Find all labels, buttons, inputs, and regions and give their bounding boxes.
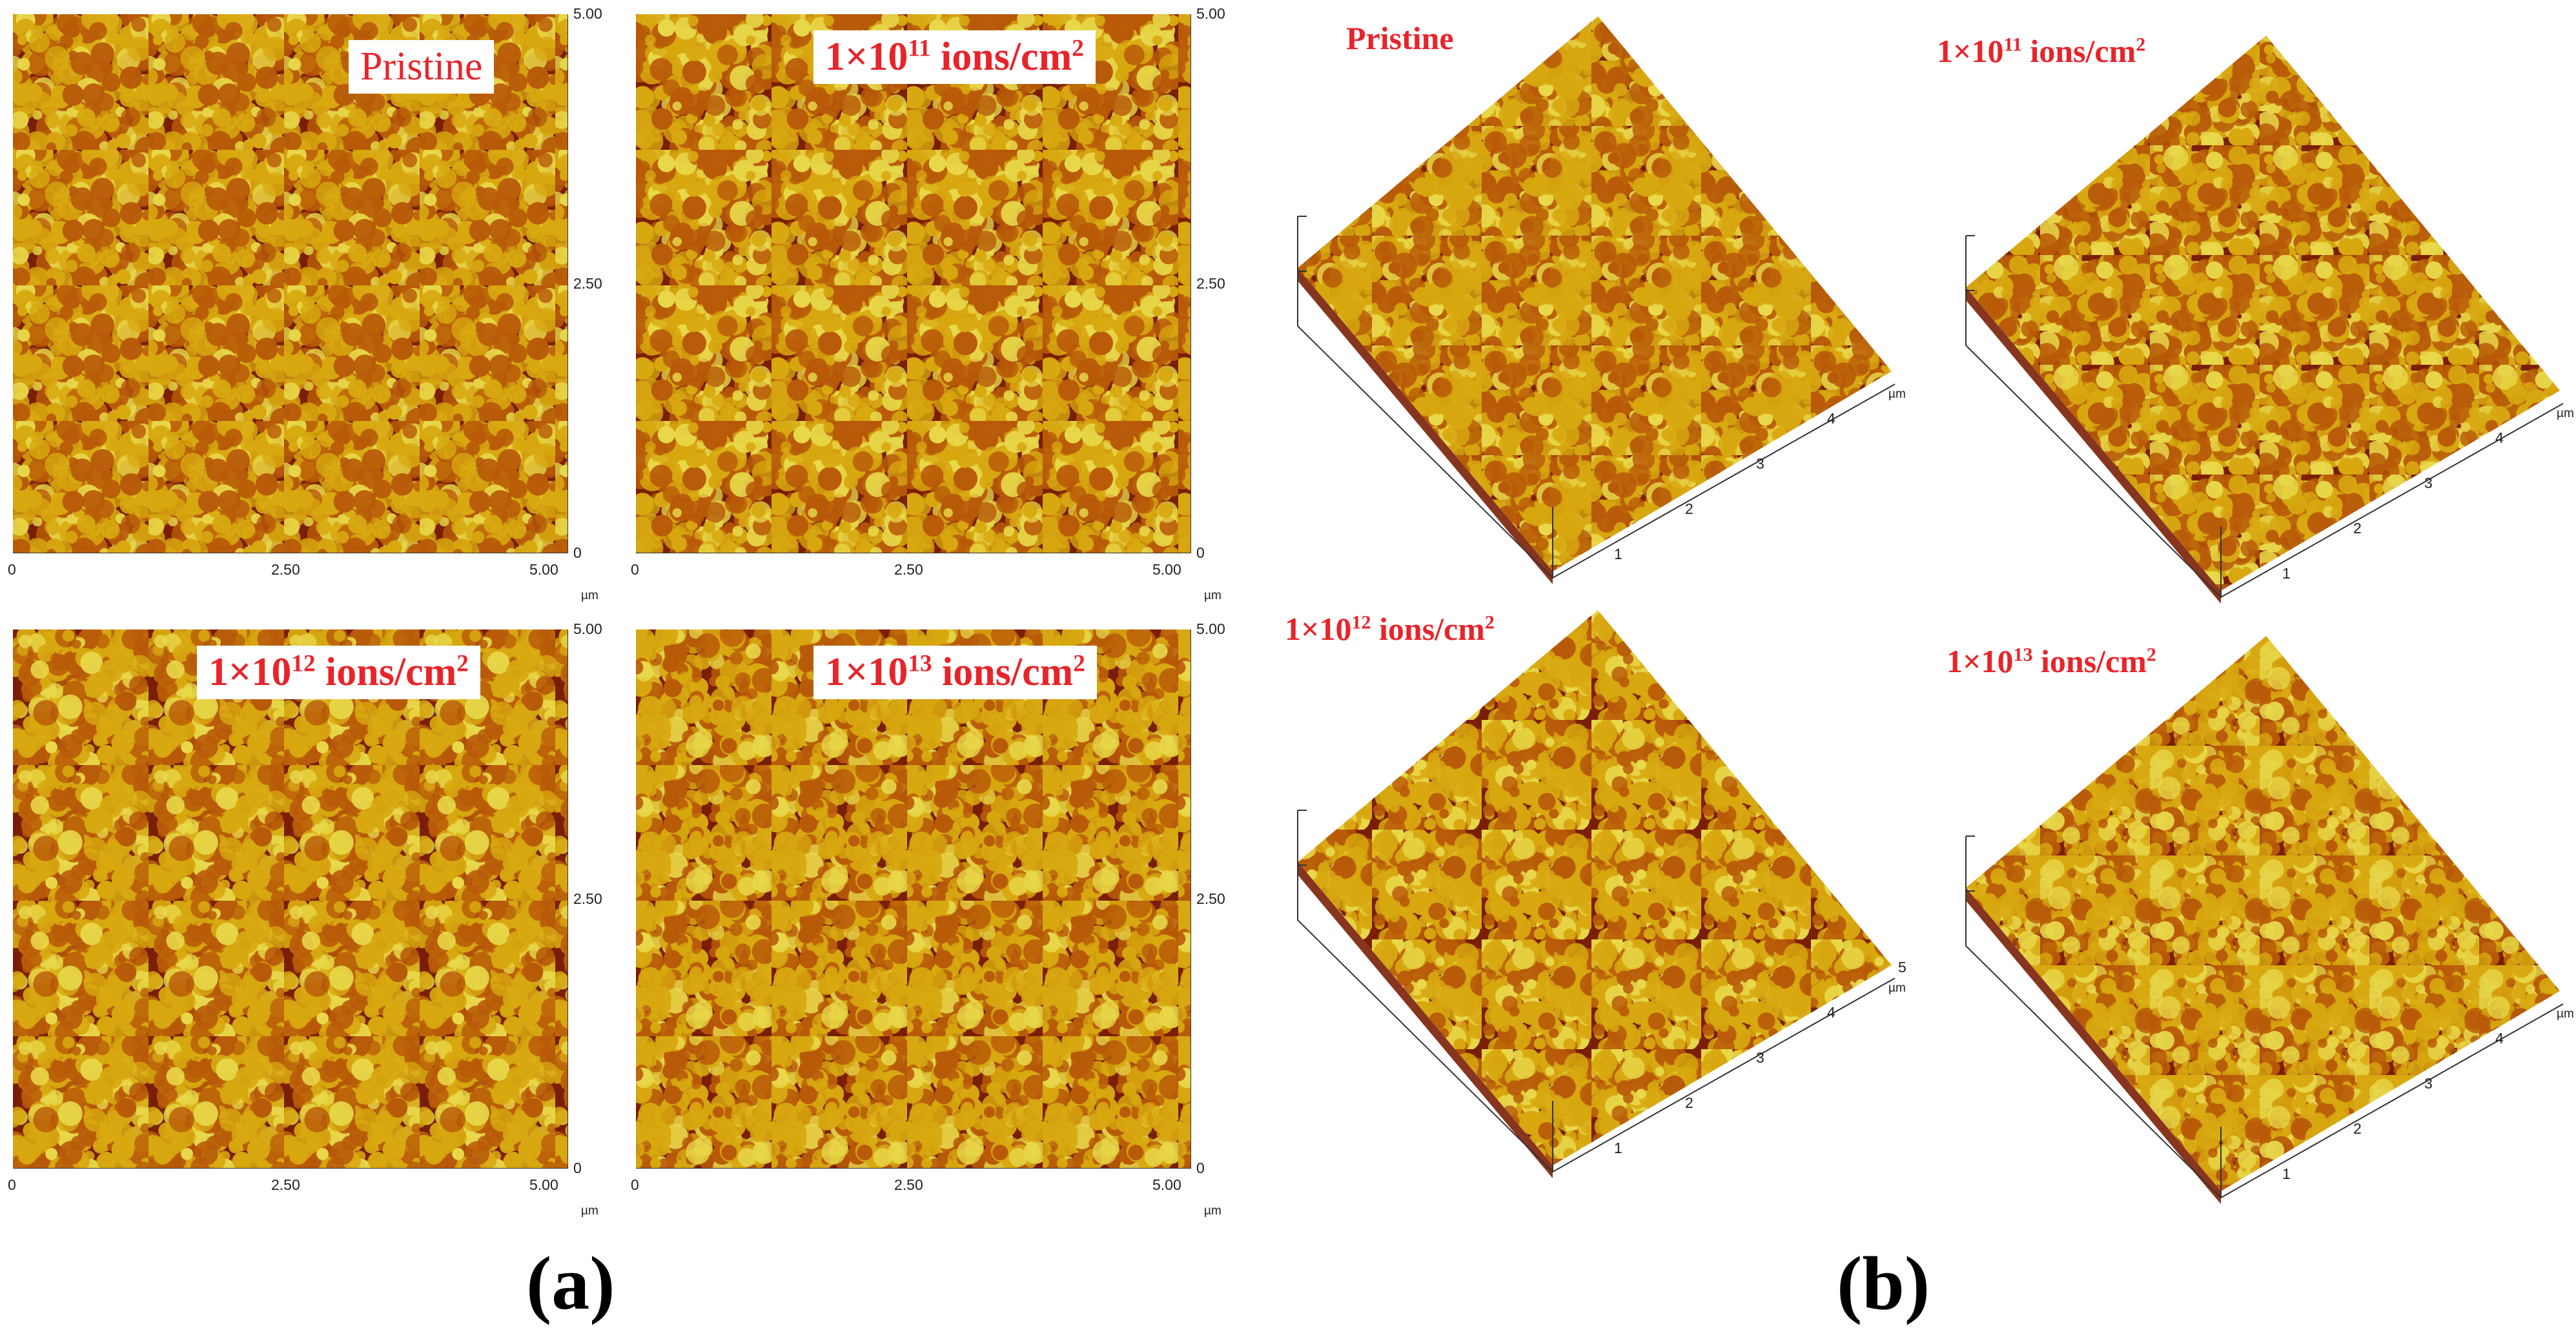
surface-axis-unit: µm — [2557, 407, 2574, 420]
x-tick-label: 2.50 — [271, 1176, 300, 1193]
surface-axis-tick: 3 — [1756, 1049, 1764, 1066]
surface-axis-tick: 1 — [2282, 1165, 2291, 1182]
panel-letter-b: (b) — [1837, 1241, 1930, 1326]
afm-surface-1 — [1297, 16, 1896, 584]
x-tick-label: 2.50 — [894, 1176, 923, 1193]
surface-axis-tick: 3 — [2424, 475, 2433, 491]
surface-axis-tick: 4 — [2495, 429, 2504, 446]
surface-axis-tick: 1 — [1614, 546, 1622, 562]
surface-axis-tick: 1 — [1614, 1140, 1622, 1156]
axis-unit: µm — [581, 1204, 598, 1218]
surface-label-4: 1×1013 ions/cm2 — [1947, 643, 2156, 679]
y-tick-label: 0 — [1196, 544, 1205, 561]
panel-letter-a: (a) — [526, 1241, 615, 1326]
axis-unit: µm — [1204, 1204, 1222, 1218]
surface-axis-tick: 2 — [2353, 1120, 2362, 1137]
afm-map-2 — [636, 14, 1191, 553]
surface-axis-tick: 3 — [2424, 1075, 2433, 1092]
x-tick-label: 0 — [8, 1176, 16, 1193]
surface-axis-tick: 2 — [1685, 1094, 1693, 1111]
surface-axis-unit: µm — [1888, 387, 1906, 401]
y-tick-label: 5.00 — [1196, 5, 1225, 22]
y-tick-label: 0 — [1196, 1160, 1205, 1176]
surface-axis-tick: 4 — [1827, 1004, 1835, 1021]
x-tick-label: 0 — [631, 561, 639, 578]
surface-axis-tick: 4 — [2495, 1030, 2504, 1047]
x-tick-label: 5.00 — [1152, 561, 1181, 578]
surface-axis-unit: µm — [1888, 981, 1906, 995]
map-label-1: Pristine — [349, 40, 495, 94]
surface-axis-tick: 2 — [1685, 500, 1693, 517]
x-tick-label: 5.00 — [529, 1176, 558, 1193]
x-tick-label: 2.50 — [894, 561, 923, 578]
y-tick-label: 2.50 — [1196, 890, 1225, 907]
afm-surface-4 — [1965, 636, 2564, 1204]
x-tick-label: 0 — [8, 561, 16, 578]
afm-surface-2 — [1965, 36, 2564, 604]
y-tick-label: 2.50 — [1196, 274, 1225, 292]
y-tick-label: 0 — [573, 1160, 582, 1176]
surface-label-1: Pristine — [1346, 20, 1454, 56]
y-tick-label: 5.00 — [573, 5, 602, 22]
y-tick-label: 2.50 — [573, 274, 602, 292]
x-tick-label: 5.00 — [529, 561, 558, 578]
map-label-3: 1×1012 ions/cm2 — [197, 646, 480, 699]
y-tick-label: 5.00 — [573, 620, 602, 637]
surface-label-2: 1×1011 ions/cm2 — [1937, 33, 2146, 69]
surface-axis-tick: 2 — [2353, 520, 2362, 537]
afm-map-1 — [13, 14, 568, 553]
axis-unit: µm — [1204, 589, 1222, 602]
x-tick-label: 5.00 — [1152, 1176, 1181, 1193]
y-tick-label: 5.00 — [1196, 620, 1225, 637]
surface-label-3: 1×1012 ions/cm2 — [1285, 611, 1495, 647]
axis-unit: µm — [581, 589, 598, 602]
map-label-4: 1×1013 ions/cm2 — [813, 646, 1097, 699]
afm-map-3 — [13, 630, 568, 1169]
y-tick-label: 0 — [573, 544, 582, 561]
y-tick-label: 2.50 — [573, 890, 602, 907]
afm-map-4 — [636, 630, 1191, 1169]
surface-axis-tick: 5 — [1898, 959, 1906, 976]
surface-axis-tick: 4 — [1827, 410, 1835, 427]
surface-axis-unit: µm — [2557, 1007, 2574, 1021]
surface-axis-tick: 3 — [1756, 455, 1764, 472]
x-tick-label: 2.50 — [271, 561, 300, 578]
afm-surface-3 — [1297, 610, 1896, 1178]
map-label-2: 1×1011 ions/cm2 — [813, 30, 1096, 84]
x-tick-label: 0 — [631, 1176, 639, 1193]
surface-axis-tick: 1 — [2282, 565, 2291, 582]
